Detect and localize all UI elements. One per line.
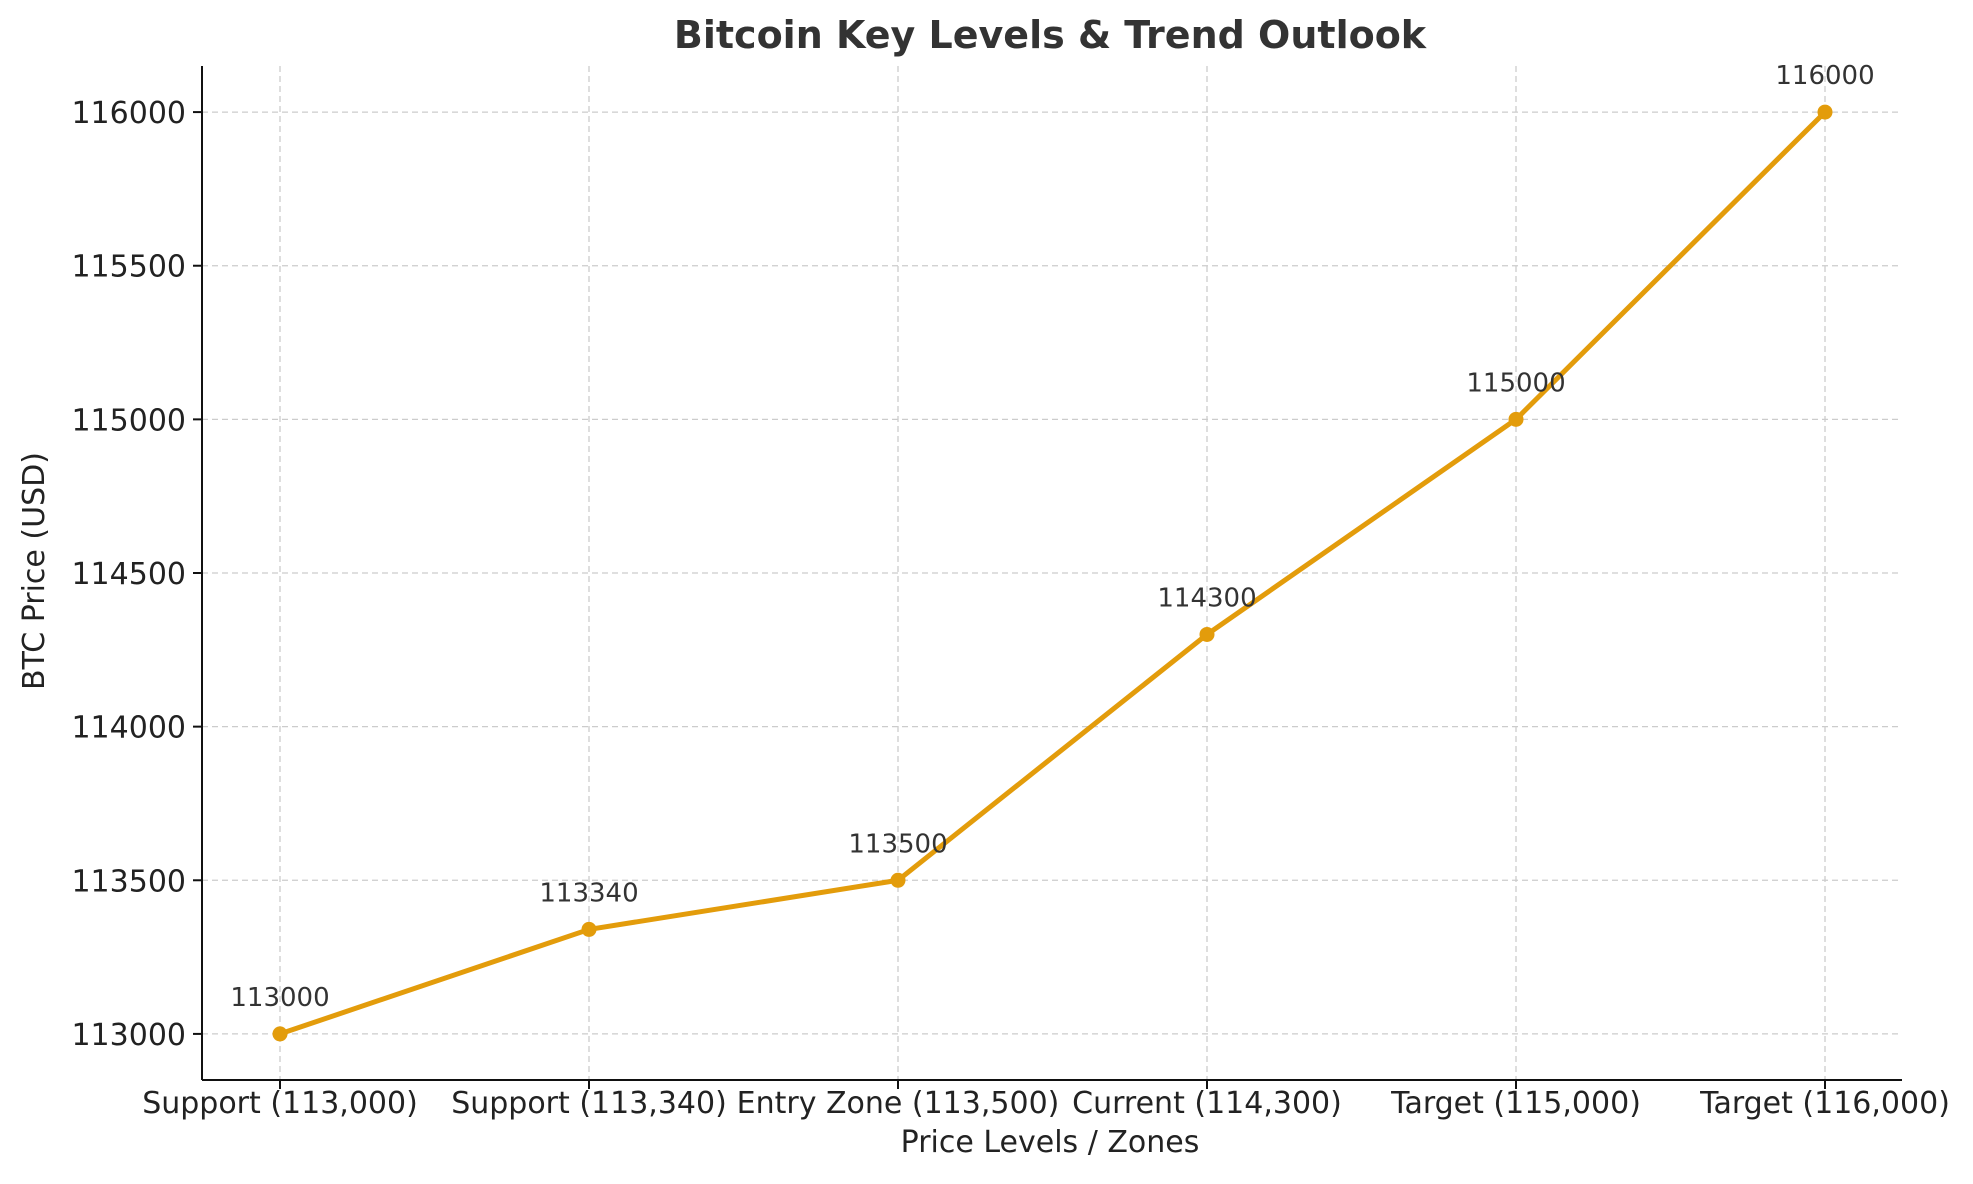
x-tick-label-5: Target (116,000) (1699, 1086, 1950, 1121)
data-label-0: 113000 (230, 983, 329, 1013)
data-label-1: 113340 (539, 878, 638, 908)
y-tick-label-6: 116000 (71, 96, 186, 131)
series-line-0 (277, 109, 1828, 1037)
y-tick-label-5: 115500 (71, 250, 186, 285)
y-tick-label-3: 114500 (71, 557, 186, 592)
series (272, 104, 1833, 1042)
data-label-5: 116000 (1775, 61, 1874, 91)
data-label-4: 115000 (1466, 368, 1565, 398)
data-point-3 (1199, 626, 1215, 642)
chart-title: Bitcoin Key Levels & Trend Outlook (674, 13, 1427, 57)
data-label-3: 114300 (1157, 583, 1256, 613)
ticks: 113000 113500 114000 114500 115000 115500 1160… (71, 96, 1949, 1121)
x-tick-label-0: Support (113,000) (142, 1086, 418, 1121)
x-tick-label-2: Entry Zone (113,500) (737, 1086, 1060, 1121)
data-point-5 (1817, 104, 1833, 120)
data-point-0 (272, 1026, 288, 1042)
data-labels: 113000 113340 113500 114300 115000 116000 (230, 61, 1874, 1013)
y-axis-label: BTC Price (USD) (17, 452, 52, 690)
data-point-4 (1508, 411, 1524, 427)
x-tick-label-3: Current (114,300) (1072, 1086, 1342, 1121)
x-axis-label: Price Levels / Zones (901, 1125, 1200, 1160)
x-tick-label-1: Support (113,340) (451, 1086, 727, 1121)
data-point-2 (890, 872, 906, 888)
y-tick-label-1: 113500 (71, 864, 186, 899)
y-tick-label-0: 113000 (71, 1018, 186, 1053)
y-tick-label-2: 114000 (71, 711, 186, 746)
grid (202, 66, 1902, 1080)
data-point-1 (581, 921, 597, 937)
y-tick-label-4: 115000 (71, 403, 186, 438)
x-tick-label-4: Target (115,000) (1390, 1086, 1641, 1121)
data-label-2: 113500 (848, 829, 947, 859)
